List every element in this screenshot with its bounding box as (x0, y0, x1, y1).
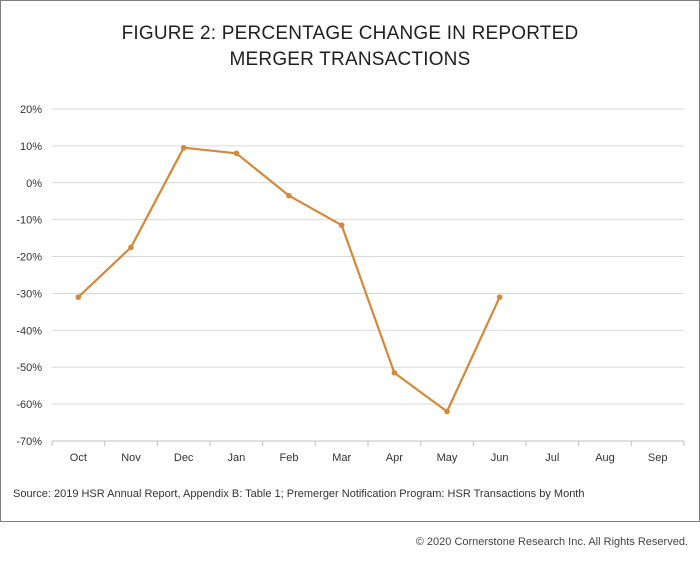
chart-frame: FIGURE 2: PERCENTAGE CHANGE IN REPORTED … (0, 0, 700, 522)
data-point (444, 408, 450, 415)
x-tick-label: Jan (227, 452, 245, 464)
chart-title-line-2: MERGER TRANSACTIONS (229, 49, 471, 70)
x-tick-label: Aug (595, 452, 615, 464)
chart-title-line-1: FIGURE 2: PERCENTAGE CHANGE IN REPORTED (121, 23, 579, 44)
data-point (128, 244, 134, 251)
data-point (338, 222, 345, 228)
gridlines (52, 108, 684, 442)
y-tick-label: -30% (16, 288, 42, 300)
data-point (391, 369, 398, 376)
data-point (286, 192, 292, 199)
series-line-0 (77, 146, 501, 413)
y-tick-label: 20% (20, 104, 42, 116)
data-point (233, 150, 240, 157)
line-chart: 20% 10% 0% -10% -20% -30% -40% -50% -60% -70% Oct… (16, 104, 685, 464)
y-tick-labels: 20% 10% 0% -10% -20% -30% -40% -50% -60% -70% (16, 104, 42, 448)
y-tick-label: -50% (16, 362, 42, 374)
y-tick-label: -60% (16, 399, 42, 411)
x-tick-label: Mar (332, 452, 351, 464)
x-tick-label: Feb (280, 452, 299, 464)
y-tick-label: -10% (16, 215, 42, 227)
data-point (75, 294, 82, 300)
y-tick-label: -70% (16, 436, 42, 448)
copyright-notice: © 2020 Cornerstone Research Inc. All Rig… (415, 536, 688, 548)
y-tick-label: 10% (20, 141, 42, 153)
source-note: Source: 2019 HSR Annual Report, Appendix… (13, 488, 585, 500)
series (75, 144, 503, 415)
data-point (180, 144, 187, 151)
y-tick-label: -20% (16, 252, 42, 264)
x-tick-label: May (437, 452, 458, 464)
x-tick-label: Nov (121, 452, 141, 464)
x-tick-label: Jun (491, 452, 509, 464)
x-tick-label: Dec (174, 452, 194, 464)
x-tick-label: Oct (70, 452, 87, 464)
y-tick-label: -40% (16, 325, 42, 337)
x-tick-label: Jul (545, 452, 559, 464)
x-tick-labels: Oct Nov Dec Jan Feb Mar Apr May Jun Jul Aug Sep (51, 441, 685, 464)
y-tick-label: 0% (26, 178, 42, 190)
x-tick-label: Apr (386, 452, 403, 464)
x-tick-label: Sep (648, 452, 668, 464)
chart-title: FIGURE 2: PERCENTAGE CHANGE IN REPORTED … (1, 21, 699, 73)
data-point (496, 294, 503, 300)
